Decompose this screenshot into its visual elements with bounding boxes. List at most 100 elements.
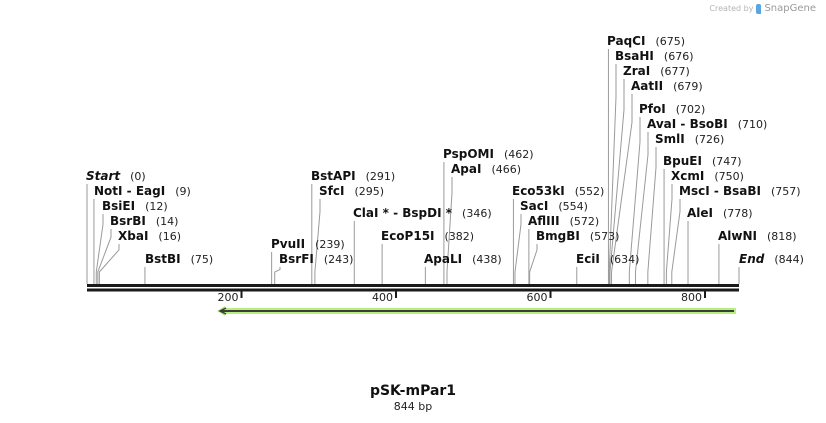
restriction-site-label[interactable]: BpuEI (747) xyxy=(663,154,742,168)
restriction-site-label[interactable]: BmgBI (573) xyxy=(536,229,619,243)
site-name: BsrFI xyxy=(279,252,314,266)
tick-label: 800 xyxy=(681,291,702,304)
restriction-site-label[interactable]: AleI (778) xyxy=(687,206,753,220)
site-leader-line xyxy=(314,199,321,284)
restriction-site-label[interactable]: AatII (679) xyxy=(631,79,703,93)
site-position: (675) xyxy=(655,35,685,48)
site-leader-line xyxy=(514,214,522,284)
restriction-site-label[interactable]: SfcI (295) xyxy=(319,184,384,198)
site-position: (438) xyxy=(472,253,502,266)
site-position: (346) xyxy=(462,207,492,220)
site-position: (554) xyxy=(558,200,588,213)
snapgene-logo-icon xyxy=(756,3,762,14)
tick-mark xyxy=(704,291,707,298)
restriction-site-label[interactable]: ClaI * - BspDI * (346) xyxy=(353,206,492,220)
restriction-site-label[interactable]: SmlI (726) xyxy=(655,132,724,146)
site-name: AatII xyxy=(631,79,663,93)
tick-label: 200 xyxy=(218,291,239,304)
restriction-site-label[interactable]: Start (0) xyxy=(86,169,146,183)
site-position: (676) xyxy=(664,50,694,63)
site-name: PfoI xyxy=(639,102,666,116)
restriction-site-label[interactable]: EciI (634) xyxy=(576,252,639,266)
site-name: PaqCI xyxy=(607,34,645,48)
site-position: (634) xyxy=(610,253,640,266)
site-name: ZraI xyxy=(623,64,650,78)
site-position: (573) xyxy=(590,230,620,243)
site-position: (844) xyxy=(774,253,804,266)
restriction-site-label[interactable]: NotI - EagI (9) xyxy=(94,184,191,198)
backbone-bottom-strand xyxy=(87,288,739,292)
restriction-site-label[interactable]: BsiEI (12) xyxy=(102,199,168,213)
site-name: EcoP15I xyxy=(381,229,435,243)
restriction-site-label[interactable]: SacI (554) xyxy=(520,199,588,213)
site-name: BsiEI xyxy=(102,199,135,213)
tick-mark xyxy=(549,291,552,298)
site-name: Eco53kI xyxy=(512,184,565,198)
tick-label: 400 xyxy=(372,291,393,304)
site-leader-line xyxy=(608,64,617,284)
map-length: 844 bp xyxy=(393,400,433,413)
site-position: (677) xyxy=(660,65,690,78)
restriction-site-label[interactable]: BstAPI (291) xyxy=(311,169,395,183)
site-leader-line xyxy=(634,132,649,284)
site-position: (757) xyxy=(771,185,801,198)
restriction-site-label[interactable]: PaqCI (675) xyxy=(607,34,685,48)
site-position: (572) xyxy=(570,215,600,228)
restriction-site-label[interactable]: End (844) xyxy=(739,252,804,266)
site-name: PspOMI xyxy=(443,147,494,161)
site-name: AleI xyxy=(687,206,713,220)
restriction-site-label[interactable]: EcoP15I (382) xyxy=(381,229,474,243)
restriction-site-label[interactable]: BstBI (75) xyxy=(145,252,213,266)
feature-arrowhead-icon xyxy=(218,307,227,315)
site-leader-line xyxy=(446,177,453,284)
site-name: XcmI xyxy=(671,169,704,183)
restriction-site-label[interactable]: XbaI (16) xyxy=(118,229,181,243)
site-leader-line xyxy=(97,229,112,284)
restriction-site-label[interactable]: ApaLI (438) xyxy=(424,252,502,266)
site-name: BsrBI xyxy=(110,214,146,228)
restriction-site-label[interactable]: PspOMI (462) xyxy=(443,147,534,161)
site-leader-line xyxy=(671,199,681,284)
site-leader-line xyxy=(274,267,281,284)
restriction-site-label[interactable]: BsrBI (14) xyxy=(110,214,178,228)
site-name: BpuEI xyxy=(663,154,702,168)
restriction-site-label[interactable]: PvuII (239) xyxy=(271,237,345,251)
site-position: (702) xyxy=(676,103,706,116)
tick-mark xyxy=(240,291,243,298)
restriction-site-label[interactable]: PfoI (702) xyxy=(639,102,705,116)
site-position: (9) xyxy=(175,185,191,198)
feature-arrow[interactable] xyxy=(217,306,736,316)
site-position: (726) xyxy=(695,133,725,146)
tick-label: 600 xyxy=(527,291,548,304)
site-position: (14) xyxy=(156,215,179,228)
site-position: (291) xyxy=(366,170,396,183)
ruler-ticks: 200 400 600 800 xyxy=(218,291,707,304)
restriction-site-label[interactable]: AflIII (572) xyxy=(528,214,599,228)
restriction-site-label[interactable]: Eco53kI (552) xyxy=(512,184,604,198)
site-position: (239) xyxy=(315,238,345,251)
site-position: (0) xyxy=(130,170,146,183)
site-position: (552) xyxy=(575,185,605,198)
site-name: End xyxy=(739,252,765,266)
site-position: (295) xyxy=(354,185,384,198)
restriction-site-label[interactable]: MscI - BsaBI (757) xyxy=(679,184,801,198)
site-position: (750) xyxy=(714,170,744,183)
site-name: ApaI xyxy=(451,162,481,176)
restriction-site-label[interactable]: AlwNI (818) xyxy=(718,229,797,243)
restriction-site-label[interactable]: ZraI (677) xyxy=(623,64,690,78)
site-position: (747) xyxy=(712,155,742,168)
site-name: SfcI xyxy=(319,184,344,198)
site-name: BstBI xyxy=(145,252,181,266)
restriction-site-label[interactable]: BsrFI (243) xyxy=(279,252,353,266)
tick-mark xyxy=(395,291,398,298)
restriction-site-label[interactable]: BsaHI (676) xyxy=(615,49,694,63)
restriction-site-label[interactable]: ApaI (466) xyxy=(451,162,521,176)
site-name: XbaI xyxy=(118,229,148,243)
site-name: SmlI xyxy=(655,132,685,146)
restriction-site-label[interactable]: XcmI (750) xyxy=(671,169,744,183)
site-name: PvuII xyxy=(271,237,305,251)
site-name: BsaHI xyxy=(615,49,654,63)
restriction-site-label[interactable]: AvaI - BsoBI (710) xyxy=(647,117,767,131)
credit-prefix: Created by xyxy=(709,4,754,13)
